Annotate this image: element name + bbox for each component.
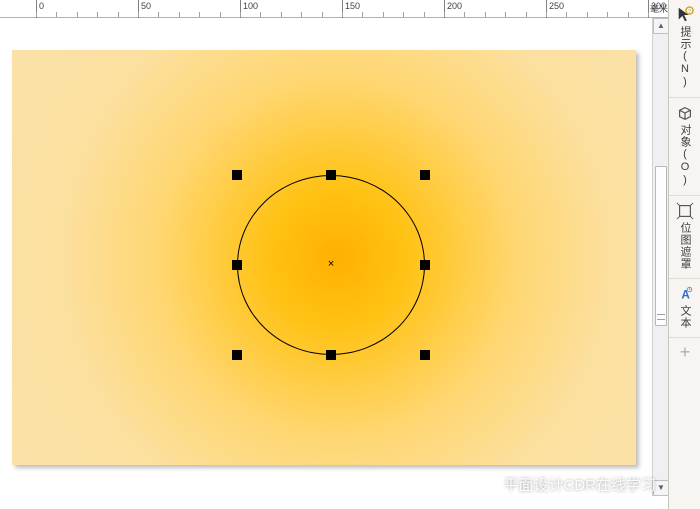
- ruler-tick-minor: [403, 12, 404, 17]
- wechat-icon: [478, 477, 498, 493]
- canvas-area[interactable]: ×: [0, 18, 652, 509]
- scroll-thumb[interactable]: [655, 166, 667, 326]
- ruler-tick-label: 100: [243, 1, 258, 11]
- selection-handle[interactable]: [420, 260, 430, 270]
- selection-center-mark[interactable]: ×: [328, 259, 335, 271]
- docker-tab-hints[interactable]: ? 提示(N): [669, 0, 700, 98]
- ruler-tick-minor: [424, 12, 425, 17]
- selection-handle[interactable]: [326, 350, 336, 360]
- right-docker-panel: ? 提示(N) 对象(O) 位图遮罩 A 文本 +: [668, 0, 700, 509]
- ruler-horizontal: 毫米 050100150200250300: [0, 0, 670, 18]
- ruler-tick-label: 250: [549, 1, 564, 11]
- ruler-tick-minor: [179, 12, 180, 17]
- scroll-grip-icon: [657, 314, 665, 320]
- docker-tab-label: 对象(O): [677, 124, 693, 187]
- ruler-tick-minor: [281, 12, 282, 17]
- ruler-tick-minor: [342, 12, 343, 17]
- ruler-tick-minor: [97, 12, 98, 17]
- frame-icon: [676, 202, 694, 220]
- ruler-tick-label: 150: [345, 1, 360, 11]
- ruler-tick-minor: [628, 12, 629, 17]
- ruler-tick-minor: [464, 12, 465, 17]
- ruler-tick-minor: [158, 12, 159, 17]
- selection-handle[interactable]: [420, 170, 430, 180]
- ruler-tick-minor: [322, 12, 323, 17]
- docker-tab-objects[interactable]: 对象(O): [669, 98, 700, 196]
- svg-text:A: A: [681, 289, 690, 302]
- docker-tab-label: 提示(N): [677, 26, 693, 89]
- watermark: 平面设计CDR在线学习: [478, 474, 657, 495]
- ruler-tick-label: 200: [447, 1, 462, 11]
- ruler-tick-minor: [607, 12, 608, 17]
- selection-handle[interactable]: [232, 260, 242, 270]
- docker-tab-label: 文本: [677, 305, 693, 329]
- ruler-tick-minor: [648, 12, 649, 17]
- ruler-tick-minor: [56, 12, 57, 17]
- watermark-text: 平面设计CDR在线学习: [504, 474, 657, 495]
- selection-handle[interactable]: [232, 170, 242, 180]
- ruler-tick-minor: [505, 12, 506, 17]
- ruler-tick-minor: [199, 12, 200, 17]
- ruler-tick-label: 0: [39, 1, 44, 11]
- ruler-tick-label: 50: [141, 1, 151, 11]
- ruler-tick-minor: [566, 12, 567, 17]
- ruler-tick-minor: [118, 12, 119, 17]
- docker-tab-text[interactable]: A 文本: [669, 279, 700, 338]
- text-a-icon: A: [676, 285, 694, 303]
- svg-text:?: ?: [688, 9, 691, 15]
- ruler-tick-minor: [546, 12, 547, 17]
- ruler-tick-minor: [220, 12, 221, 17]
- ruler-tick-minor: [362, 12, 363, 17]
- cube-icon: [676, 104, 694, 122]
- vertical-scrollbar[interactable]: ▲ ▼: [652, 18, 668, 496]
- docker-tab-label: 位图遮罩: [677, 222, 693, 270]
- ruler-tick-minor: [444, 12, 445, 17]
- selection-handle[interactable]: [232, 350, 242, 360]
- ruler-tick-minor: [485, 12, 486, 17]
- ruler-tick-minor: [526, 12, 527, 17]
- docker-tab-bitmap[interactable]: 位图遮罩: [669, 196, 700, 279]
- selection-handle[interactable]: [420, 350, 430, 360]
- docker-add-button[interactable]: +: [669, 338, 700, 366]
- ruler-tick-minor: [260, 12, 261, 17]
- ruler-tick-minor: [383, 12, 384, 17]
- cursor-help-icon: ?: [676, 6, 694, 24]
- ruler-tick-minor: [36, 12, 37, 17]
- selection-handle[interactable]: [326, 170, 336, 180]
- scroll-track[interactable]: [653, 34, 669, 480]
- ruler-tick-minor: [240, 12, 241, 17]
- ruler-tick-minor: [301, 12, 302, 17]
- scroll-up-arrow-icon[interactable]: ▲: [653, 18, 669, 34]
- ruler-tick-minor: [587, 12, 588, 17]
- ruler-tick-minor: [77, 12, 78, 17]
- ruler-tick-minor: [138, 12, 139, 17]
- ruler-tick-label: 300: [651, 1, 666, 11]
